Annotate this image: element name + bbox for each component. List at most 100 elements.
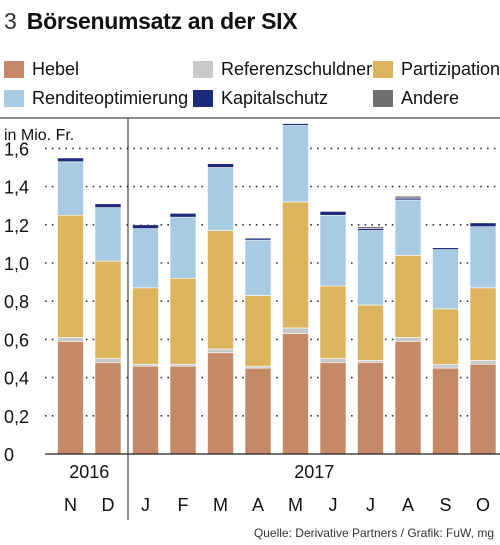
bar-segment-hebel (94, 362, 122, 455)
y-unit-label: in Mio. Fr. (4, 127, 74, 144)
x-tick-label: J (141, 495, 150, 515)
bar-segment-hebel (469, 363, 497, 455)
bar-segment-partizipation (319, 285, 347, 359)
bar-segment-renditeoptimierung (319, 214, 347, 287)
bar-segment-hebel (207, 352, 234, 455)
bar-segment-hebel (57, 341, 84, 455)
bar-segment-renditeoptimierung (169, 216, 197, 279)
bar-segment-partizipation (57, 214, 84, 338)
bar-segment-kapitalschutz (244, 237, 272, 241)
bar-segment-renditeoptimierung (432, 249, 459, 310)
bar-segment-hebel (432, 367, 459, 455)
bar-segment-kapitalschutz (57, 157, 84, 163)
bar-segment-kapitalschutz (207, 163, 234, 168)
y-tick-label: 1,2 (4, 216, 29, 236)
bar-segment-andere (357, 226, 384, 229)
bar-segment-referenzschuldner (469, 360, 497, 365)
bar-segment-kapitalschutz (319, 211, 347, 216)
legend-label-andere: Andere (401, 88, 460, 108)
bar-segment-kapitalschutz (169, 213, 197, 218)
bar-segment-kapitalschutz (282, 123, 309, 126)
bar-segment-partizipation (132, 287, 159, 365)
x-tick-label: S (439, 495, 451, 515)
bar-segment-hebel (319, 362, 347, 455)
legend-item-hebel: Hebel (4, 59, 79, 80)
legend-swatch-renditeoptimierung (4, 90, 24, 107)
bar-segment-partizipation (282, 201, 309, 329)
bar-segment-partizipation (169, 277, 197, 365)
x-tick-label: M (213, 495, 228, 515)
bar-segment-partizipation (207, 230, 234, 350)
legend-swatch-kapitalschutz (193, 90, 213, 107)
x-tick-label: N (64, 495, 77, 515)
y-tick-labels: 0 0,2 0,4 0,6 0,8 1,0 1,2 1,4 1,6 (4, 139, 29, 465)
bar-segment-partizipation (469, 287, 497, 361)
x-tick-label: A (252, 495, 264, 515)
bar-segment-hebel (244, 367, 272, 455)
bar-segment-renditeoptimierung (357, 230, 384, 306)
y-tick-label: 1,6 (4, 139, 29, 159)
bar-segment-referenzschuldner (282, 327, 309, 334)
legend-item-renditeoptimierung: Renditeoptimierung (4, 88, 188, 109)
x-tick-label: M (288, 495, 303, 515)
bar-segment-andere (394, 195, 422, 199)
bar-segment-referenzschuldner (432, 363, 459, 369)
bar-segment-partizipation (94, 260, 122, 359)
legend-item-andere: Andere (373, 88, 459, 109)
bar-segment-renditeoptimierung (244, 239, 272, 296)
bar-segment-kapitalschutz (432, 247, 459, 250)
bar-segment-hebel (132, 365, 159, 455)
legend-item-partizipation: Partizipation (373, 59, 500, 80)
bar-segment-kapitalschutz (132, 224, 159, 229)
bar-segment-hebel (169, 365, 197, 455)
legend-swatch-referenzschuldner (193, 61, 213, 78)
bar-segment-kapitalschutz (94, 203, 122, 208)
bar-segment-hebel (394, 341, 422, 455)
year-label: 2017 (294, 462, 334, 482)
year-label: 2016 (69, 462, 109, 482)
x-tick-label: D (102, 495, 115, 515)
legend-item-kapitalschutz: Kapitalschutz (193, 88, 328, 109)
y-tick-label: 0 (4, 445, 14, 465)
x-tick-label: A (402, 495, 414, 515)
bar-segment-hebel (357, 362, 384, 455)
legend-label-kapitalschutz: Kapitalschutz (221, 88, 329, 108)
bar-segment-renditeoptimierung (132, 228, 159, 289)
x-tick-label: J (329, 495, 338, 515)
bar-segment-referenzschuldner (394, 337, 422, 342)
bar-segment-referenzschuldner (57, 337, 84, 342)
bar-segment-partizipation (394, 255, 422, 338)
bar-segment-renditeoptimierung (94, 207, 122, 262)
legend-swatch-partizipation (373, 61, 393, 78)
legend-label-hebel: Hebel (32, 59, 80, 79)
bar-segment-partizipation (432, 308, 459, 365)
bar-segment-renditeoptimierung (469, 226, 497, 289)
legend-label-renditeoptimierung: Renditeoptimierung (32, 88, 189, 108)
legend-item-referenzschuldner: Referenzschuldner (193, 59, 372, 80)
bar-segment-renditeoptimierung (282, 125, 309, 203)
legend-label-referenzschuldner: Referenzschuldner (221, 59, 373, 79)
bar-segment-renditeoptimierung (207, 167, 234, 231)
year-labels: 2016 2017 (69, 462, 334, 482)
x-tick-label: J (366, 495, 375, 515)
stacked-bar-chart: 0 0,2 0,4 0,6 0,8 1,0 1,2 1,4 1,6 in Mio. Fr. N D… (0, 117, 500, 520)
source-note: Quelle: Derivative Partners / Grafik: Fu… (253, 526, 494, 540)
bar-segment-hebel (282, 333, 309, 455)
bar-segment-renditeoptimierung (394, 199, 422, 256)
legend-swatch-hebel (4, 61, 24, 78)
x-tick-label: F (178, 495, 189, 515)
x-tick-label: O (476, 495, 490, 515)
chart-header: 3 Börsenumsatz an der SIX (4, 8, 298, 38)
chart-title: Börsenumsatz an der SIX (26, 8, 298, 34)
bar-segment-referenzschuldner (319, 358, 347, 363)
bar-segment-partizipation (244, 295, 272, 367)
bar-segment-kapitalschutz (469, 222, 497, 228)
legend-label-partizipation: Partizipation (401, 59, 500, 79)
y-tick-label: 1,4 (4, 178, 29, 198)
bars (57, 123, 497, 455)
bar-segment-partizipation (357, 304, 384, 361)
y-tick-label: 0,2 (4, 407, 29, 427)
legend-swatch-andere (373, 90, 393, 107)
y-tick-label: 0,8 (4, 292, 29, 312)
